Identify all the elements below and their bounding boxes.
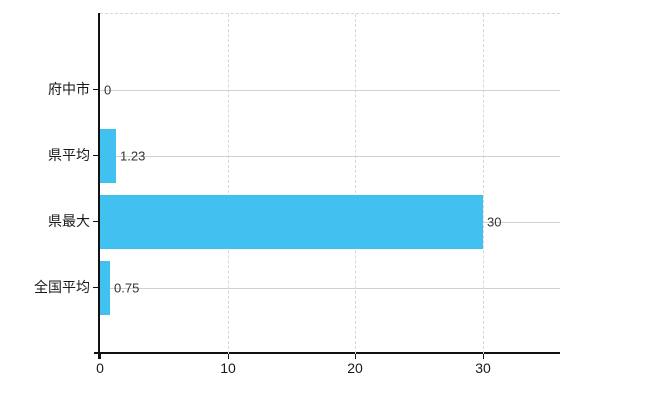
y-axis-tick: [93, 221, 99, 222]
h-gridline: [100, 288, 560, 289]
x-tick-label: 0: [96, 360, 104, 376]
x-axis-tick: [228, 353, 229, 359]
value-label: 1.23: [120, 148, 146, 164]
x-tick-label: 20: [347, 360, 363, 376]
value-label: 30: [487, 214, 502, 230]
y-axis-tick: [93, 287, 99, 288]
category-label: 県最大: [48, 213, 90, 229]
bar-3: [100, 261, 110, 315]
bar-2: [100, 195, 483, 249]
bar-1: [100, 129, 116, 183]
x-tick-label: 30: [475, 360, 491, 376]
y-axis-tick: [93, 89, 99, 90]
category-label: 全国平均: [34, 279, 90, 295]
x-axis-tick: [483, 353, 484, 359]
category-label: 府中市: [48, 81, 90, 97]
x-tick-label: 10: [220, 360, 236, 376]
v-gridline: [228, 14, 229, 354]
category-label: 県平均: [48, 147, 90, 163]
x-axis-tick: [355, 353, 356, 359]
h-gridline: [100, 156, 560, 157]
v-gridline: [483, 14, 484, 354]
y-axis-line: [98, 13, 100, 359]
x-axis-tick: [100, 353, 101, 359]
x-axis-line: [94, 352, 560, 354]
value-label: 0.75: [114, 280, 140, 296]
v-gridline: [355, 14, 356, 354]
plot-area: 0 1.23 30 0.75: [100, 13, 560, 354]
value-label: 0: [104, 82, 112, 98]
h-gridline: [100, 90, 560, 91]
y-axis-tick: [93, 155, 99, 156]
